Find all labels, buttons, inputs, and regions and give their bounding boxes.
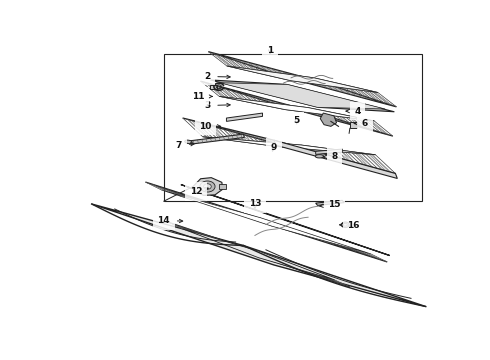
Polygon shape (226, 113, 263, 121)
Polygon shape (168, 222, 350, 287)
Polygon shape (208, 51, 396, 107)
Circle shape (200, 181, 215, 192)
Circle shape (204, 184, 211, 189)
Polygon shape (316, 149, 342, 154)
Bar (219, 184, 226, 189)
Text: 7: 7 (176, 141, 194, 150)
Polygon shape (200, 81, 393, 136)
Text: 4: 4 (346, 107, 361, 116)
Text: 14: 14 (157, 216, 183, 225)
Polygon shape (92, 204, 426, 307)
Text: 9: 9 (270, 143, 277, 152)
Polygon shape (320, 113, 337, 126)
Polygon shape (227, 66, 378, 93)
Polygon shape (210, 80, 394, 112)
Polygon shape (227, 66, 378, 93)
Text: 3: 3 (204, 101, 230, 110)
Polygon shape (219, 96, 374, 121)
Polygon shape (190, 134, 245, 144)
Text: 16: 16 (340, 221, 360, 230)
Polygon shape (183, 118, 395, 174)
Text: 1: 1 (267, 46, 273, 55)
Polygon shape (146, 182, 387, 262)
Polygon shape (162, 190, 371, 254)
Bar (211, 85, 217, 89)
Polygon shape (181, 185, 390, 256)
Text: 12: 12 (190, 187, 208, 196)
Bar (350, 122, 357, 128)
Text: 8: 8 (323, 152, 338, 161)
Polygon shape (316, 201, 344, 205)
Polygon shape (193, 177, 222, 195)
Polygon shape (219, 96, 374, 121)
Bar (164, 54, 422, 201)
Text: 15: 15 (320, 200, 341, 209)
Text: 13: 13 (248, 199, 261, 208)
Ellipse shape (315, 155, 324, 158)
Polygon shape (183, 229, 335, 280)
Text: 5: 5 (294, 116, 300, 125)
Text: 11: 11 (192, 92, 212, 101)
Text: 2: 2 (204, 72, 230, 81)
Text: 10: 10 (199, 122, 220, 131)
Ellipse shape (185, 140, 192, 144)
Text: 6: 6 (354, 119, 368, 128)
Polygon shape (274, 140, 397, 179)
Circle shape (342, 222, 349, 228)
Polygon shape (203, 137, 375, 155)
Polygon shape (220, 83, 385, 109)
Circle shape (343, 223, 347, 226)
Polygon shape (203, 137, 375, 155)
